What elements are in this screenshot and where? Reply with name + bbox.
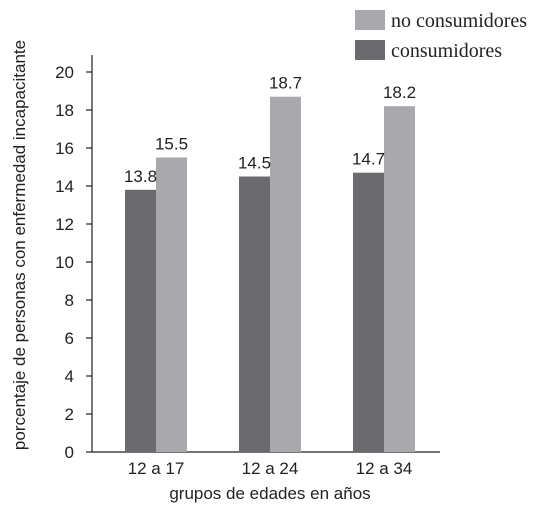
bar-value-label: 13.8 bbox=[124, 167, 157, 186]
bar-value-label: 14.7 bbox=[352, 150, 385, 169]
bar-consumidores-2 bbox=[353, 172, 384, 452]
bar-value-label: 18.7 bbox=[269, 74, 302, 93]
y-axis-title: porcentaje de personas con enfermedad in… bbox=[10, 40, 29, 450]
y-tick-label: 4 bbox=[65, 367, 74, 386]
y-tick-label: 12 bbox=[55, 215, 74, 234]
bar-value-label: 18.2 bbox=[383, 83, 416, 102]
x-tick-label: 12 a 34 bbox=[356, 459, 413, 478]
legend-swatch-no-consumidores bbox=[355, 10, 385, 30]
bar-consumidores-1 bbox=[239, 176, 270, 452]
bar-no-consumidores-2 bbox=[384, 106, 415, 452]
y-tick-label: 0 bbox=[65, 443, 74, 462]
bars bbox=[125, 96, 415, 453]
y-tick-label: 8 bbox=[65, 291, 74, 310]
x-tick-label: 12 a 24 bbox=[242, 459, 299, 478]
y-tick-label: 18 bbox=[55, 101, 74, 120]
y-tick-label: 10 bbox=[55, 253, 74, 272]
y-tick-label: 16 bbox=[55, 139, 74, 158]
legend: no consumidores consumidores bbox=[355, 10, 527, 62]
y-tick-label: 6 bbox=[65, 329, 74, 348]
legend-label-consumidores: consumidores bbox=[391, 40, 502, 62]
legend-label-no-consumidores: no consumidores bbox=[391, 10, 527, 32]
y-tick-label: 20 bbox=[55, 63, 74, 82]
x-axis-ticks: 12 a 17 12 a 24 12 a 34 bbox=[128, 459, 413, 478]
y-tick-label: 14 bbox=[55, 177, 74, 196]
x-axis-title: grupos de edades en años bbox=[169, 484, 370, 503]
bar-value-label: 14.5 bbox=[238, 154, 271, 173]
bar-no-consumidores-0 bbox=[156, 157, 187, 452]
bar-value-label: 15.5 bbox=[155, 135, 188, 154]
bar-consumidores-0 bbox=[125, 189, 156, 453]
value-labels: 13.8 15.5 14.5 18.7 14.7 18.2 bbox=[124, 74, 416, 186]
bar-no-consumidores-1 bbox=[270, 96, 301, 452]
x-tick-label: 12 a 17 bbox=[128, 459, 185, 478]
y-tick-label: 2 bbox=[65, 405, 74, 424]
y-axis-ticks: 0 2 4 6 8 10 12 14 16 18 20 bbox=[55, 63, 92, 462]
legend-swatch-consumidores bbox=[355, 40, 385, 60]
